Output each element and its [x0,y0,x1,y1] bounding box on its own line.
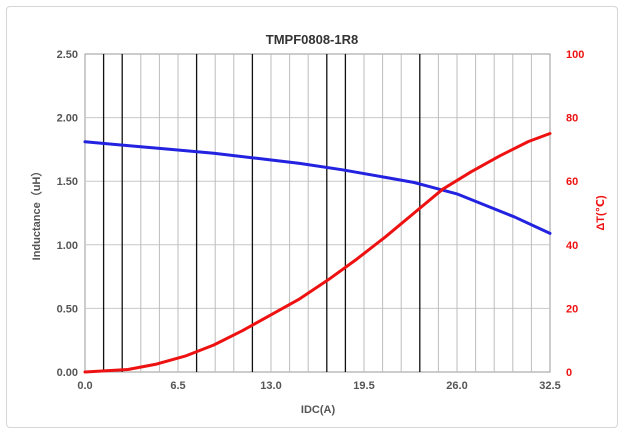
x-tick-label: 19.5 [353,380,374,392]
y-right-tick-label: 20 [566,303,578,315]
y-right-tick-label: 80 [566,113,578,125]
x-tick-label: 13.0 [260,380,281,392]
plot-area [84,53,551,373]
y-right-tick-label: 40 [566,240,578,252]
x-tick-label: 32.5 [539,380,560,392]
y-left-tick-label: 0.50 [57,303,78,315]
y-axis-left-label: Inductance（uH） [30,166,43,261]
y-axis-right-label: ΔT(℃) [595,195,607,231]
y-right-tick-label: 100 [566,49,584,61]
series-line-inductance [83,140,552,235]
y-left-tick-label: 0.00 [57,367,78,379]
x-tick-label: 6.5 [170,380,185,392]
x-tick-label: 0.0 [77,380,92,392]
series-line-temperature-rise [83,132,552,374]
y-right-tick-label: 60 [566,176,578,188]
x-axis-label: IDC(A) [301,404,336,416]
y-left-tick-label: 2.50 [57,49,78,61]
tick-labels: 0.0 6.5 13.0 19.5 26.0 32.5 0.00 0.50 1.00 1.50 2.… [57,49,585,392]
y-left-tick-label: 1.00 [57,240,78,252]
chart-title: TMPF0808-1R8 [266,32,358,47]
grid [85,54,550,372]
x-tick-label: 26.0 [446,380,467,392]
y-right-tick-label: 0 [566,367,572,379]
y-left-tick-label: 1.50 [57,176,78,188]
series-group [83,132,552,374]
y-left-tick-label: 2.00 [57,113,78,125]
